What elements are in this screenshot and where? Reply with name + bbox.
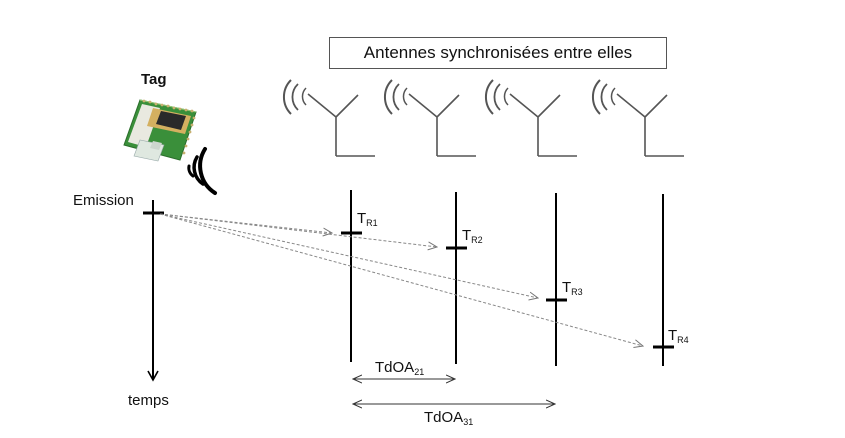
- header-title-box: Antennes synchronisées entre elles: [329, 37, 667, 69]
- signal-path-r3: [159, 213, 538, 298]
- signal-path-r1: [159, 213, 332, 233]
- receive-label-r4: TR4: [668, 327, 689, 345]
- receive-label-r2: TR2: [462, 227, 483, 245]
- emission-label: Emission: [73, 192, 134, 209]
- antenna-icon: [383, 79, 476, 157]
- tag-signal-waves-icon: [187, 147, 217, 195]
- signal-path-r4: [159, 213, 643, 346]
- signal-path-r2: [159, 213, 437, 247]
- tdoa-31-label: TdOA31: [424, 409, 474, 427]
- antenna-icon: [591, 79, 684, 157]
- time-axis-label: temps: [128, 392, 169, 409]
- header-title: Antennes synchronisées entre elles: [363, 43, 633, 62]
- antenna-icon: [282, 79, 375, 157]
- receive-label-r3: TR3: [562, 279, 583, 297]
- tag-module-icon: [123, 99, 197, 162]
- tdoa-21-label: TdOA21: [375, 359, 425, 377]
- tag-label: Tag: [141, 71, 167, 88]
- antenna-icon: [484, 79, 577, 157]
- receive-label-r1: TR1: [357, 210, 378, 228]
